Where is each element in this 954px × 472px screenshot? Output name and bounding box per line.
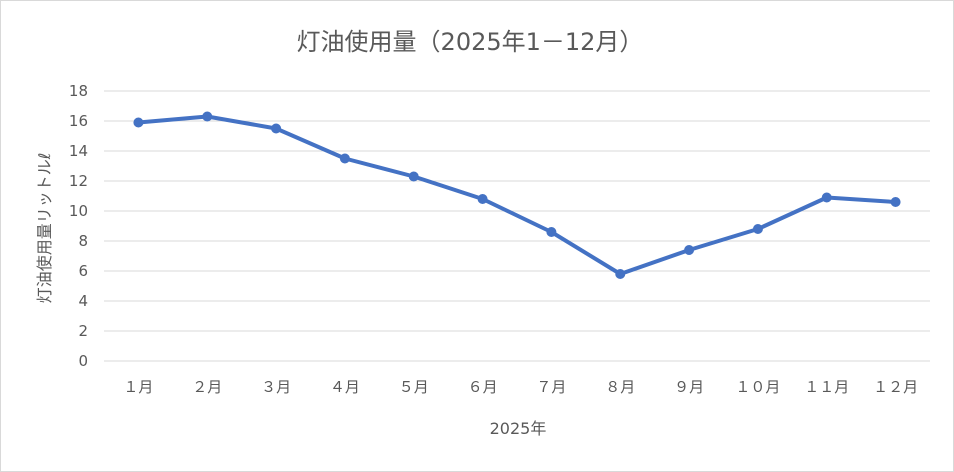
y-tick-label: 12 <box>69 172 88 190</box>
x-tick-label: １１月 <box>804 378 849 396</box>
data-point <box>202 111 213 122</box>
data-point <box>615 269 626 279</box>
data-point <box>752 224 763 234</box>
y-tick-label: 2 <box>78 322 88 340</box>
data-point <box>339 153 350 164</box>
data-points <box>133 111 901 279</box>
x-tick-label: ２月 <box>192 378 222 396</box>
y-axis-label: 灯油使用量リットルℓ <box>35 153 54 304</box>
data-point <box>684 245 695 255</box>
data-point <box>408 171 419 182</box>
y-tick-label: 16 <box>69 112 88 130</box>
data-point <box>546 227 557 237</box>
y-tick-label: 6 <box>78 262 88 280</box>
data-point <box>133 117 144 128</box>
x-tick-label: ８月 <box>605 378 635 396</box>
data-point <box>271 123 282 134</box>
x-tick-label: １２月 <box>873 378 918 396</box>
x-tick-label: １０月 <box>735 378 780 396</box>
y-tick-label: 0 <box>78 352 88 370</box>
data-point <box>477 194 488 204</box>
x-tick-label: ４月 <box>330 378 360 396</box>
y-axis-ticks: 0 2 4 6 8 10 12 14 16 18 <box>69 82 88 370</box>
y-tick-label: 18 <box>69 82 88 100</box>
y-tick-label: 14 <box>69 142 88 160</box>
data-point <box>821 192 832 203</box>
x-tick-label: １月 <box>123 378 153 396</box>
x-tick-label: ３月 <box>261 378 291 396</box>
y-tick-label: 8 <box>78 232 88 250</box>
x-axis-ticks: １月 ２月 ３月 ４月 ５月 ６月 ７月 ８月 ９月 １０月 １１月 １２月 <box>123 378 918 396</box>
y-tick-label: 10 <box>69 202 88 220</box>
x-tick-label: ６月 <box>468 378 498 396</box>
x-tick-label: ９月 <box>674 378 704 396</box>
y-tick-label: 4 <box>78 292 88 310</box>
data-point <box>890 197 901 207</box>
x-tick-label: ７月 <box>536 378 566 396</box>
x-axis-label: 2025年 <box>490 419 547 438</box>
gridlines <box>104 90 930 362</box>
series-line <box>136 114 898 276</box>
chart-title: 灯油使用量（2025年1－12月） <box>297 28 644 56</box>
x-tick-label: ５月 <box>399 378 429 396</box>
